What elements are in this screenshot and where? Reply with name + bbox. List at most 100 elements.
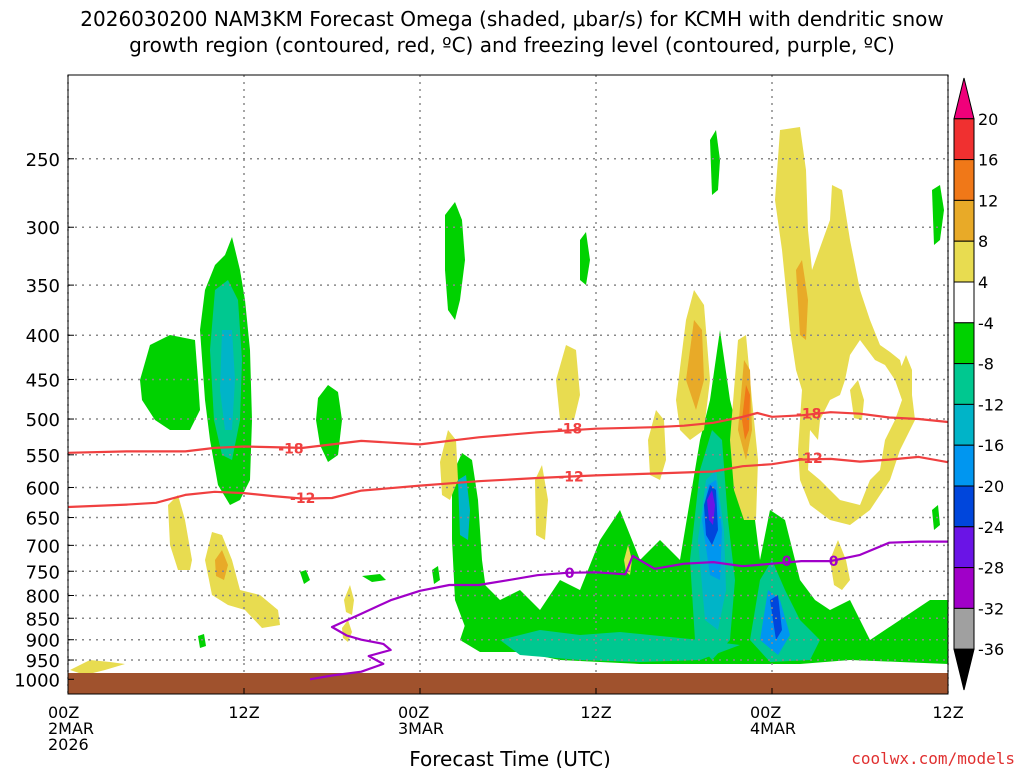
colorbar-label: 12 [978, 191, 998, 210]
y-tick-label: 550 [26, 446, 60, 467]
temperature-contours: -18 -18 -18 -12 -12 -12 0 0 0 [68, 407, 948, 681]
x-tick-label: 12Z [580, 703, 611, 722]
colorbar-label: 4 [978, 273, 988, 292]
contour-label: -12 [558, 470, 583, 486]
omega-fill-region [445, 202, 465, 320]
y-tick-label: 250 [26, 150, 60, 171]
terrain-ground [68, 673, 948, 694]
colorbar-swatch [953, 403, 975, 446]
colorbar-swatch [953, 159, 975, 201]
x-tick-label: 3MAR [398, 719, 444, 738]
colorbar-label: 16 [978, 151, 998, 170]
colorbar-legend: 20 16 12 8 4 -4 -8 -12 -16 -20 -24 -28 -32 -36 [953, 77, 1004, 691]
x-tick-label: 00Z [48, 703, 79, 722]
omega-fill-region [770, 595, 782, 640]
omega-fill-region [830, 540, 850, 590]
colorbar-label: -16 [978, 436, 1004, 455]
y-tick-label: 600 [26, 478, 60, 499]
y-axis-pressure: 250 300 350 400 450 500 550 600 650 700 750 8008509… [14, 150, 74, 691]
omega-fill-region [535, 465, 548, 540]
x-axis-label: Forecast Time (UTC) [409, 747, 611, 768]
x-tick-label: 12Z [228, 703, 259, 722]
y-tick-label: 1000 [14, 670, 60, 691]
chart-title-line-1: 2026030200 NAM3KM Forecast Omega (shaded… [80, 7, 943, 31]
y-tick-label: 300 [26, 218, 60, 239]
x-tick-label: 00Z [398, 703, 429, 722]
omega-fill-region [198, 634, 206, 648]
omega-fill-region [316, 385, 342, 462]
colorbar-label: 8 [978, 232, 988, 251]
colorbar-swatch [953, 485, 975, 528]
plot-area: -18 -18 -18 -12 -12 -12 0 0 0 [67, 74, 949, 695]
omega-fill-region [140, 335, 200, 430]
omega-shading [70, 127, 948, 675]
x-tick-label: 4MAR [750, 719, 796, 738]
colorbar-label: -36 [978, 640, 1004, 659]
colorbar-label: 20 [978, 110, 998, 129]
credit-text: coolwx.com/models [851, 749, 1015, 768]
omega-fill-region [686, 320, 704, 410]
omega-fill-region [300, 570, 310, 584]
y-tick-label: 800 [26, 586, 60, 607]
y-tick-label: 650 [26, 509, 60, 530]
contour-label: -12 [797, 451, 822, 467]
colorbar-swatch [953, 118, 975, 161]
colorbar-bottom-triangle [953, 648, 975, 691]
omega-fill-region [220, 330, 235, 430]
omega-fill-region [624, 545, 632, 575]
y-tick-label: 900 [26, 631, 60, 652]
chart-title-line-2: growth region (contoured, red, ºC) and f… [129, 33, 895, 57]
omega-fill-region [215, 550, 228, 580]
colorbar-label: -20 [978, 477, 1004, 496]
colorbar-swatch [953, 607, 975, 650]
omega-fill-region [707, 490, 715, 525]
omega-fill-region [900, 355, 912, 395]
x-tick-label: 2MAR [48, 719, 94, 738]
omega-fill-region [932, 185, 944, 245]
y-tick-label: 450 [26, 370, 60, 391]
colorbar-swatch [953, 281, 975, 324]
omega-fill-region [168, 495, 192, 570]
colorbar-swatch [953, 363, 975, 405]
y-tick-label: 750 [26, 562, 60, 583]
omega-fill-region [710, 130, 720, 195]
colorbar-label: -8 [978, 355, 994, 374]
y-tick-label: 850 [26, 609, 60, 630]
x-tick-label: 2026 [48, 735, 89, 754]
omega-fill-region [458, 475, 470, 540]
contour-label: 0 [565, 566, 575, 582]
colorbar-swatch [953, 526, 975, 569]
contour-label: -18 [557, 422, 582, 438]
colorbar-swatch [953, 567, 975, 609]
contour-line [68, 455, 948, 509]
contour-label: -18 [796, 407, 821, 423]
x-tick-label: 12Z [932, 703, 963, 722]
omega-fill-region [850, 380, 864, 420]
y-tick-label: 400 [26, 326, 60, 347]
colorbar-label: -12 [978, 395, 1004, 414]
contour-line [68, 411, 948, 454]
plot-frame [67, 74, 949, 695]
chart-titles: 2026030200 NAM3KM Forecast Omega (shaded… [80, 7, 943, 57]
colorbar-label: -24 [978, 518, 1004, 537]
omega-fill-region [580, 232, 590, 285]
colorbar-swatch [953, 199, 975, 242]
omega-fill-region [742, 385, 750, 440]
colorbar-swatch [953, 240, 975, 283]
y-tick-label: 700 [26, 536, 60, 557]
y-tick-label: 500 [26, 410, 60, 431]
colorbar-label: -28 [978, 559, 1004, 578]
contour-label: 0 [782, 554, 792, 570]
colorbar-swatch [953, 444, 975, 487]
colorbar-swatch [953, 322, 975, 365]
omega-fill-region [775, 127, 915, 525]
omega-fill-region [796, 260, 808, 340]
contour-label: 0 [829, 554, 839, 570]
omega-fill-region [556, 345, 580, 420]
omega-fill-region [432, 566, 440, 584]
contour-label: -12 [290, 491, 315, 507]
omega-fill-region [70, 660, 125, 675]
y-tick-label: 350 [26, 276, 60, 297]
